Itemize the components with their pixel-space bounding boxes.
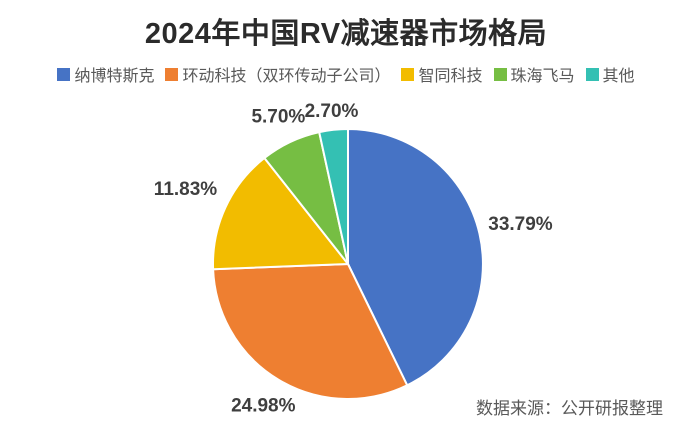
pie-slice-1: [212, 263, 409, 400]
slice-label-2: 11.83%: [154, 179, 217, 200]
legend-item: 智同科技: [401, 62, 483, 86]
legend-swatch: [401, 67, 415, 81]
pie-slice-4: [318, 127, 349, 265]
slice-label-4: 2.70%: [305, 101, 359, 122]
legend-label: 纳博特斯克: [74, 68, 155, 85]
source-note: 数据来源：公开研报整理: [476, 399, 663, 418]
legend-label: 智同科技: [418, 68, 483, 85]
slice-label-0: 33.79%: [488, 214, 553, 235]
legend-item: 珠海飞马: [493, 62, 575, 86]
legend-swatch: [57, 67, 71, 81]
legend-label: 环动科技（双环传动子公司）: [182, 68, 391, 85]
legend-item: 环动科技（双环传动子公司）: [165, 62, 390, 86]
pie-slice-0: [347, 128, 484, 387]
legend-item: 纳博特斯克: [57, 62, 154, 86]
legend-swatch: [165, 67, 179, 81]
legend-swatch: [585, 67, 599, 81]
legend-swatch: [493, 67, 507, 81]
legend-item: 其他: [585, 62, 635, 86]
pie-slice-2: [212, 157, 349, 271]
chart-title: 2024年中国RV减速器市场格局: [144, 18, 548, 50]
legend-label: 珠海飞马: [510, 68, 575, 85]
slice-label-3: 5.70%: [251, 107, 305, 128]
slice-label-1: 24.98%: [231, 396, 296, 417]
legend-label: 其他: [602, 68, 635, 85]
legend: 纳博特斯克 环动科技（双环传动子公司） 智同科技 珠海飞马 其他: [0, 62, 692, 86]
